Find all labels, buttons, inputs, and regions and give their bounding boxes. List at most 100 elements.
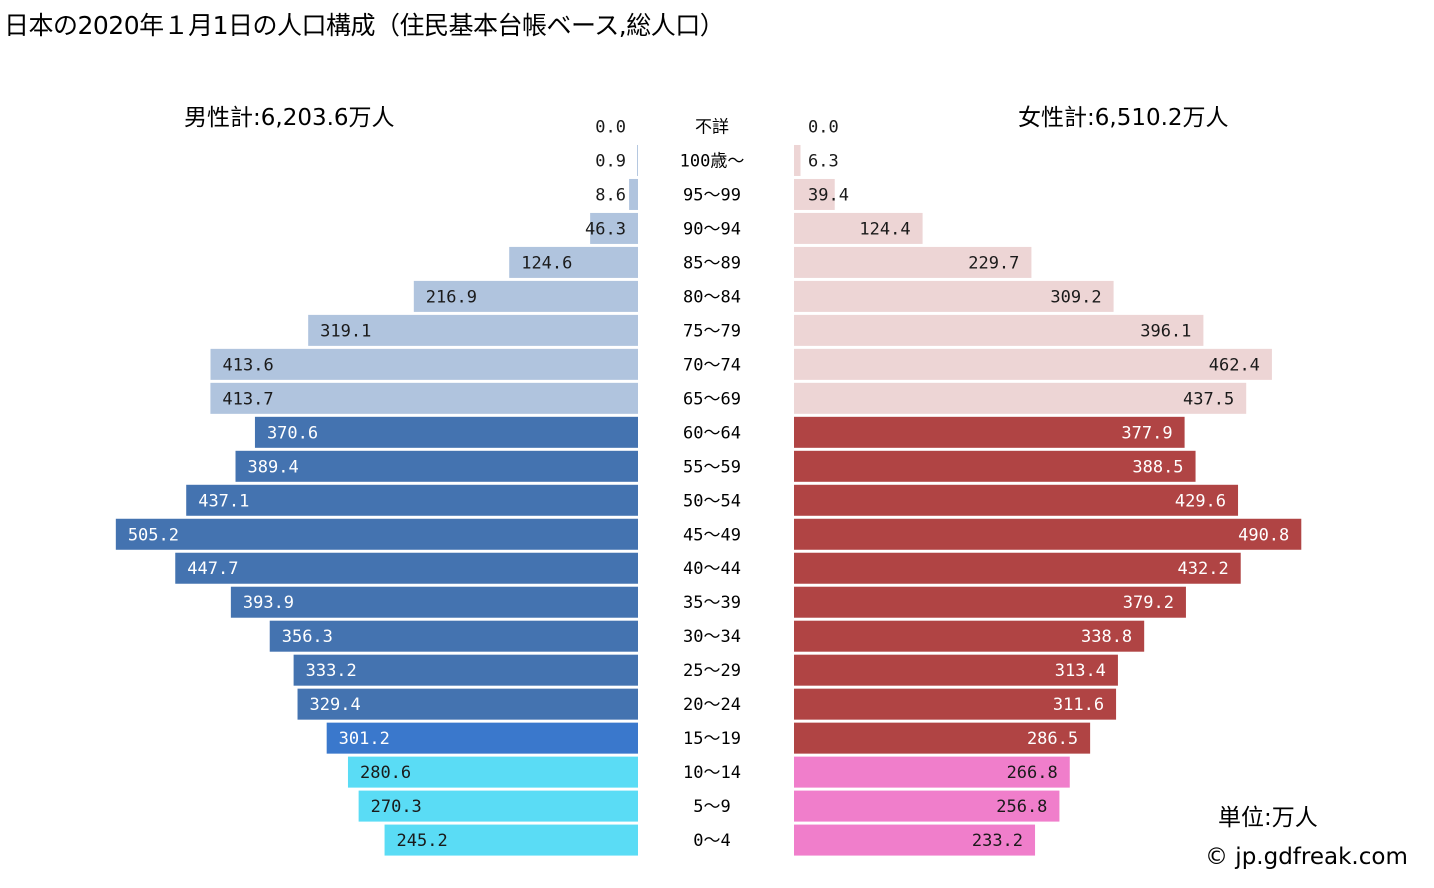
male-value-label: 270.3	[371, 797, 422, 817]
age-group-label: 10～14	[683, 763, 741, 783]
male-value-label: 447.7	[187, 559, 238, 579]
female-value-label: 396.1	[1140, 321, 1191, 341]
unit-label: 単位:万人	[1218, 805, 1318, 831]
female-bar	[794, 382, 1247, 414]
age-group-label: 85～89	[683, 253, 741, 273]
age-group-label: 30～34	[683, 627, 741, 647]
female-value-label: 338.8	[1081, 627, 1132, 647]
age-group-label: 70～74	[683, 355, 741, 375]
female-value-label: 462.4	[1209, 355, 1260, 375]
female-bar	[794, 484, 1239, 516]
male-bar	[384, 824, 638, 856]
female-total-label: 女性計:6,510.2万人	[1018, 105, 1229, 131]
male-value-label: 437.1	[198, 491, 249, 511]
male-value-label: 356.3	[282, 627, 333, 647]
age-group-label: 75～79	[683, 321, 741, 341]
age-group-label: 95～99	[683, 185, 741, 205]
male-bar	[186, 484, 638, 516]
age-group-label: 45～49	[683, 525, 741, 545]
male-total-label: 男性計:6,203.6万人	[184, 105, 395, 131]
female-bar	[794, 212, 923, 244]
female-bar	[794, 144, 801, 176]
male-value-label: 216.9	[426, 287, 477, 307]
female-bar	[794, 178, 835, 210]
male-bar	[629, 178, 638, 210]
female-value-label: 266.8	[1007, 763, 1058, 783]
female-value-label: 309.2	[1050, 287, 1101, 307]
female-value-label: 124.4	[859, 219, 910, 239]
male-bar	[509, 246, 638, 278]
male-bar	[235, 450, 638, 482]
female-bar	[794, 688, 1117, 720]
age-group-label: 100歳～	[680, 151, 745, 171]
male-value-label: 0.0	[595, 118, 626, 138]
male-value-label: 505.2	[128, 525, 179, 545]
male-value-label: 280.6	[360, 763, 411, 783]
male-value-label: 319.1	[320, 321, 371, 341]
male-bar	[115, 518, 639, 550]
female-value-label: 6.3	[808, 151, 839, 171]
female-value-label: 313.4	[1055, 661, 1106, 681]
copyright-label: © jp.gdfreak.com	[1205, 844, 1408, 870]
male-value-label: 301.2	[339, 729, 390, 749]
male-bar	[297, 688, 638, 720]
male-bar	[254, 416, 638, 448]
male-value-label: 389.4	[248, 457, 299, 477]
female-bar	[794, 518, 1302, 550]
male-bar	[637, 144, 638, 176]
age-group-label: 0～4	[693, 831, 730, 851]
age-group-label: 不詳	[695, 118, 729, 138]
male-value-label: 393.9	[243, 593, 294, 613]
male-value-label: 333.2	[306, 661, 357, 681]
age-group-label: 15～19	[683, 729, 741, 749]
age-group-label: 25～29	[683, 661, 741, 681]
female-bar	[794, 280, 1114, 312]
age-group-label: 40～44	[683, 559, 741, 579]
female-bar	[794, 722, 1091, 754]
age-group-label: 5～9	[693, 797, 730, 817]
female-value-label: 432.2	[1178, 559, 1229, 579]
male-bar	[175, 552, 639, 584]
male-bar	[293, 654, 638, 686]
female-value-label: 388.5	[1132, 457, 1183, 477]
male-value-label: 329.4	[310, 695, 361, 715]
age-group-label: 55～59	[683, 457, 741, 477]
female-bar	[794, 246, 1032, 278]
female-bar	[794, 314, 1204, 346]
male-value-label: 8.6	[595, 185, 626, 205]
male-value-label: 370.6	[267, 423, 318, 443]
male-bar	[230, 586, 638, 618]
female-value-label: 286.5	[1027, 729, 1078, 749]
male-bar	[210, 348, 638, 380]
male-value-label: 413.6	[223, 355, 274, 375]
age-group-label: 65～69	[683, 389, 741, 409]
male-bar	[308, 314, 638, 346]
age-group-label: 20～24	[683, 695, 741, 715]
female-value-label: 429.6	[1175, 491, 1226, 511]
male-bar	[358, 790, 638, 822]
female-value-label: 377.9	[1121, 423, 1172, 443]
female-value-label: 233.2	[972, 831, 1023, 851]
female-bar	[794, 552, 1241, 584]
female-bar	[794, 790, 1060, 822]
age-group-label: 35～39	[683, 593, 741, 613]
male-value-label: 46.3	[585, 219, 626, 239]
female-bar	[794, 348, 1272, 380]
male-value-label: 0.9	[595, 151, 626, 171]
male-bar	[413, 280, 638, 312]
age-group-label: 90～94	[683, 219, 741, 239]
female-bar	[794, 450, 1196, 482]
female-value-label: 490.8	[1238, 525, 1289, 545]
female-bar	[794, 654, 1118, 686]
female-bar	[794, 824, 1036, 856]
male-bar	[347, 756, 638, 788]
male-bar	[326, 722, 638, 754]
female-value-label: 379.2	[1123, 593, 1174, 613]
female-bar	[794, 756, 1070, 788]
female-value-label: 256.8	[996, 797, 1047, 817]
female-value-label: 0.0	[808, 118, 839, 138]
female-value-label: 311.6	[1053, 695, 1104, 715]
female-value-label: 437.5	[1183, 389, 1234, 409]
male-value-label: 413.7	[222, 389, 273, 409]
